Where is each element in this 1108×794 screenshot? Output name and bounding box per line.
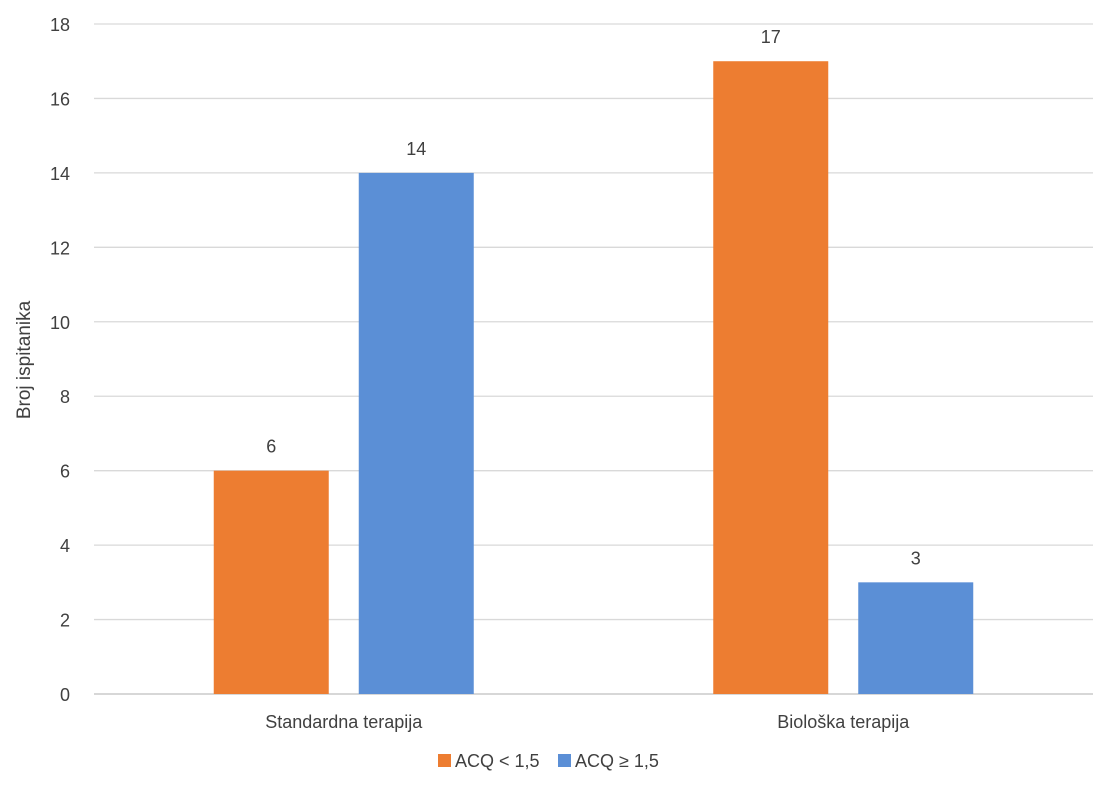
y-tick-label: 0 xyxy=(60,685,70,705)
y-tick-label: 16 xyxy=(50,89,70,109)
legend-item: ACQ ≥ 1,5 xyxy=(558,751,659,771)
y-tick-label: 6 xyxy=(60,462,70,482)
legend-swatch xyxy=(438,754,451,767)
y-tick-label: 4 xyxy=(60,536,70,556)
legend: ACQ < 1,5 ACQ ≥ 1,5 xyxy=(438,751,659,771)
y-tick-label: 12 xyxy=(50,238,70,258)
data-label: 6 xyxy=(266,437,276,457)
data-labels: 6 14 17 3 xyxy=(266,27,921,568)
y-tick-label: 18 xyxy=(50,15,70,35)
x-tick-label: Standardna terapija xyxy=(265,712,423,732)
data-label: 14 xyxy=(406,139,426,159)
legend-label: ACQ < 1,5 xyxy=(455,751,540,771)
y-tick-label: 10 xyxy=(50,313,70,333)
legend-swatch xyxy=(558,754,571,767)
x-tick-label: Biološka terapija xyxy=(777,712,910,732)
y-axis-label: Broj ispitanika xyxy=(14,300,35,419)
legend-label: ACQ ≥ 1,5 xyxy=(575,751,659,771)
legend-item: ACQ < 1,5 xyxy=(438,751,540,771)
data-label: 17 xyxy=(761,27,781,47)
x-axis-ticks: Standardna terapija Biološka terapija xyxy=(265,712,910,732)
bar xyxy=(358,172,474,694)
y-tick-label: 2 xyxy=(60,611,70,631)
y-tick-label: 14 xyxy=(50,164,70,184)
y-axis-ticks: 0 2 4 6 8 10 12 14 16 18 xyxy=(50,15,70,705)
bars xyxy=(213,61,974,694)
y-tick-label: 8 xyxy=(60,387,70,407)
bar xyxy=(713,61,829,694)
bar xyxy=(213,470,329,694)
bar xyxy=(858,582,974,694)
data-label: 3 xyxy=(911,548,921,568)
